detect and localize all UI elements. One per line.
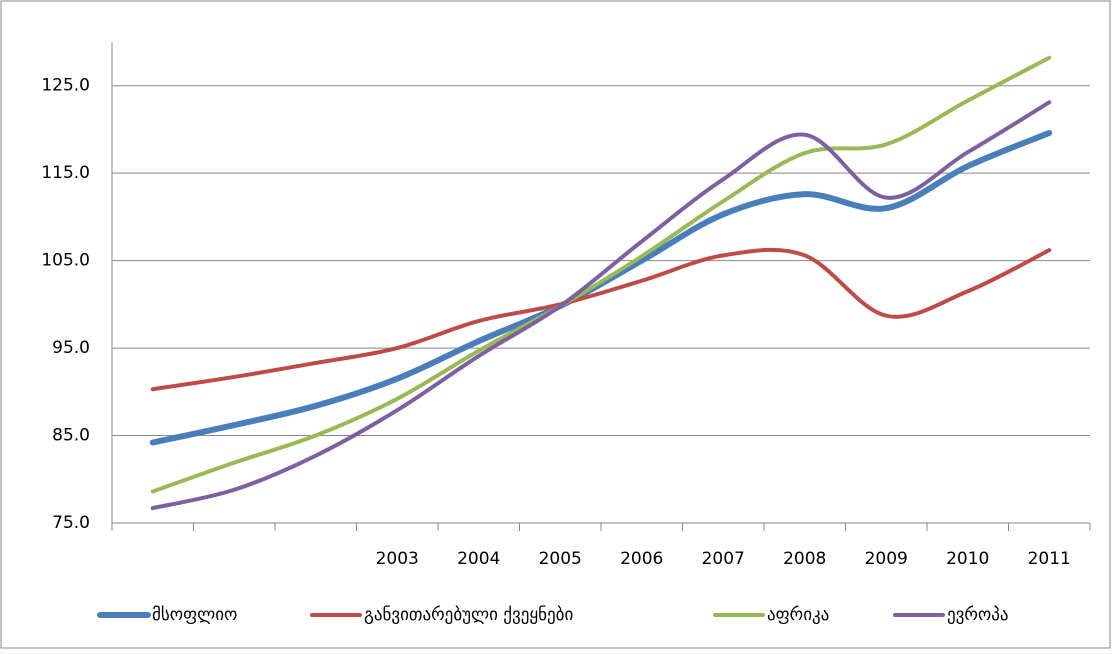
x-tick-label: 2004 (457, 549, 500, 569)
x-tick-label: 2010 (946, 549, 989, 569)
y-tick-label: 95.0 (52, 338, 90, 358)
x-tick-label: 2006 (620, 549, 663, 569)
series-line (150, 55, 1052, 494)
x-tick-label: 2011 (1028, 549, 1071, 569)
legend-label: განვითარებული ქვეყნები (364, 605, 573, 625)
legend-label: ევროპა (947, 605, 1009, 625)
y-tick-label: 75.0 (52, 513, 90, 533)
series-line (150, 247, 1052, 392)
x-tick-label: 2003 (376, 549, 419, 569)
series-line (150, 100, 1052, 511)
legend-label: აფრიკა (767, 605, 829, 625)
legend-label: მსოფლიო (152, 605, 237, 625)
y-tick-label: 125.0 (41, 76, 90, 96)
y-tick-label: 85.0 (52, 426, 90, 446)
y-tick-label: 115.0 (41, 163, 90, 183)
x-tick-label: 2005 (539, 549, 582, 569)
y-tick-label: 105.0 (41, 251, 90, 271)
x-tick-label: 2007 (702, 549, 745, 569)
x-tick-label: 2009 (865, 549, 908, 569)
x-tick-label: 2008 (783, 549, 826, 569)
